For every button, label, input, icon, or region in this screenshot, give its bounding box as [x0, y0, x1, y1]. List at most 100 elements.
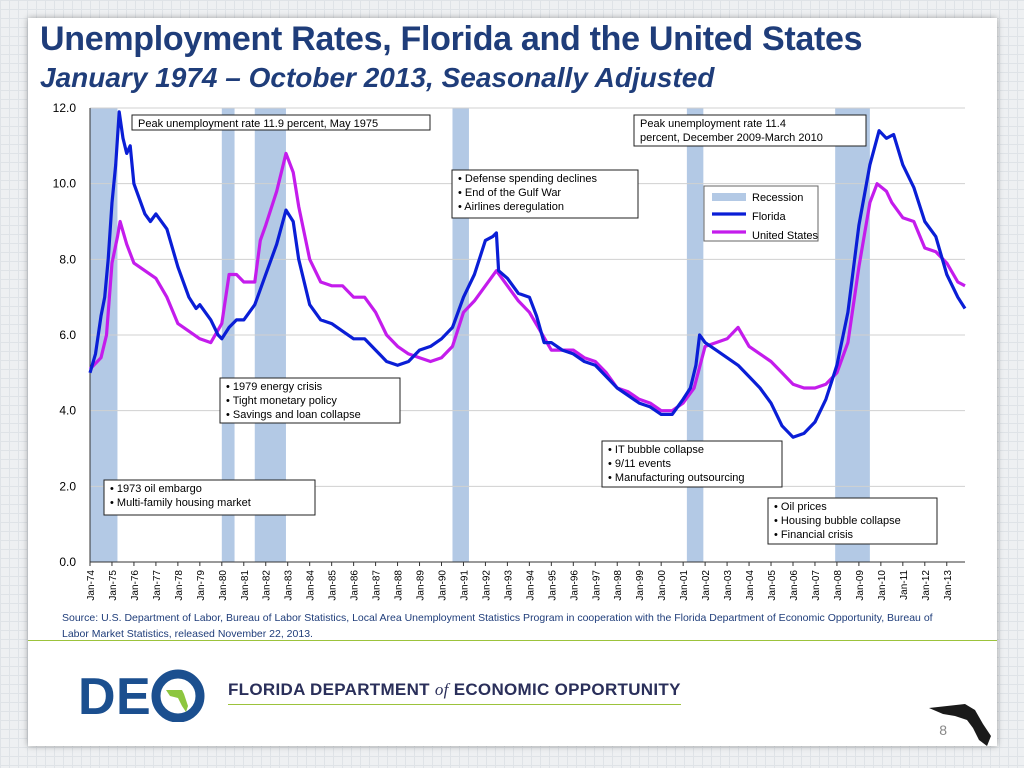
logo-letter-d: D	[78, 668, 116, 722]
annotation-box	[451, 169, 639, 219]
x-tick-label-20: Jan-94	[525, 570, 536, 601]
annotation-late-00s: • Oil prices • Housing bubble collapse • F…	[767, 497, 938, 545]
x-tick-label-26: Jan-00	[657, 570, 668, 601]
x-tick-label-4: Jan-78	[174, 570, 185, 601]
x-tick-label-11: Jan-85	[328, 570, 339, 601]
x-tick-label-36: Jan-10	[877, 570, 888, 601]
annotation-line: • Tight monetary policy	[226, 395, 337, 407]
y-tick-label-2: 4.0	[59, 404, 76, 418]
x-tick-label-22: Jan-96	[569, 570, 580, 601]
annotation-line: • Savings and loan collapse	[226, 409, 361, 421]
florida-corner-icon	[929, 704, 991, 746]
annotation-early-00s: • IT bubble collapse • 9/11 events • Manuf…	[601, 440, 783, 488]
x-tick-label-14: Jan-88	[394, 570, 405, 601]
x-tick-label-5: Jan-79	[196, 570, 207, 601]
logo-letter-e: E	[116, 668, 151, 722]
x-tick-label-27: Jan-01	[679, 570, 690, 601]
x-tick-label-35: Jan-09	[855, 570, 866, 601]
x-tick-label-10: Jan-84	[306, 570, 317, 601]
x-tick-label-16: Jan-90	[437, 570, 448, 601]
y-tick-label-3: 6.0	[59, 328, 76, 342]
logo-o-ring	[151, 669, 205, 722]
annotation-early-90s: • Defense spending declines • End of the …	[451, 169, 639, 219]
annotation-box	[103, 479, 316, 516]
annotation-line: Peak unemployment rate 11.9 percent, May…	[138, 118, 378, 130]
x-tick-label-0: Jan-74	[86, 570, 97, 601]
x-tick-label-2: Jan-76	[130, 570, 141, 601]
x-tick-label-15: Jan-89	[416, 570, 427, 601]
x-tick-label-37: Jan-11	[899, 570, 910, 600]
annotation-line: • Oil prices	[774, 501, 827, 513]
x-tick-label-13: Jan-87	[372, 570, 383, 601]
y-tick-label-4: 8.0	[59, 252, 76, 266]
source-note: Source: U.S. Department of Labor, Bureau…	[62, 612, 933, 640]
org-name-suffix: ECONOMIC OPPORTUNITY	[448, 680, 681, 699]
annotation-line: • End of the Gulf War	[458, 187, 561, 199]
y-tick-label-6: 12.0	[53, 101, 77, 115]
x-tick-label-12: Jan-86	[350, 570, 361, 601]
x-tick-label-9: Jan-83	[284, 570, 295, 601]
slide-title: Unemployment Rates, Florida and the Unit…	[40, 20, 863, 58]
annotation-box	[131, 114, 431, 131]
x-tick-label-38: Jan-12	[921, 570, 932, 601]
x-tick-label-23: Jan-97	[591, 570, 602, 601]
annotation-line: • Airlines deregulation	[458, 201, 564, 213]
annotation-line: • 1973 oil embargo	[110, 483, 202, 495]
x-tick-label-28: Jan-02	[701, 570, 712, 601]
x-tick-label-39: Jan-13	[943, 570, 954, 601]
x-tick-label-24: Jan-98	[613, 570, 624, 601]
page-number: 8	[939, 722, 947, 738]
annotation-line: • 1979 energy crisis	[226, 381, 323, 393]
x-tick-label-7: Jan-81	[240, 570, 251, 601]
org-name-of: of	[434, 680, 449, 699]
x-tick-label-8: Jan-82	[262, 570, 273, 601]
annotation-peak-2009: Peak unemployment rate 11.4 percent, Dece…	[633, 114, 867, 147]
unemployment-chart: 0.0 2.0 4.0 6.0 8.0 10.0 12.0 Jan-74 Jan-75 Jan-7…	[53, 101, 967, 601]
annotation-box	[633, 114, 867, 147]
annotation-line: • 9/11 events	[608, 458, 671, 470]
divider	[28, 640, 997, 641]
y-tick-label-0: 0.0	[59, 555, 76, 569]
x-tick-label-6: Jan-80	[218, 570, 229, 601]
annotation-line: • Financial crisis	[774, 529, 854, 541]
annotation-line: Peak unemployment rate 11.4	[640, 118, 786, 130]
x-tick-label-1: Jan-75	[108, 570, 119, 601]
x-tick-label-31: Jan-05	[767, 570, 778, 601]
org-name: FLORIDA DEPARTMENT of ECONOMIC OPPORTUNI…	[228, 680, 681, 705]
legend-label-united-states: United States	[752, 230, 819, 242]
x-tick-label-29: Jan-03	[723, 570, 734, 601]
x-tick-label-21: Jan-95	[547, 570, 558, 601]
x-tick-label-3: Jan-77	[152, 570, 163, 601]
x-tick-label-33: Jan-07	[811, 570, 822, 601]
legend: Recession Florida United States	[703, 185, 819, 242]
annotation-line: • IT bubble collapse	[608, 444, 704, 456]
annotation-peak-1975: Peak unemployment rate 11.9 percent, May…	[131, 114, 431, 131]
x-tick-label-19: Jan-93	[503, 570, 514, 601]
annotation-line: • Defense spending declines	[458, 173, 597, 185]
org-name-prefix: FLORIDA DEPARTMENT	[228, 680, 435, 699]
x-tick-label-17: Jan-91	[459, 570, 470, 601]
legend-swatch-recession	[712, 193, 746, 201]
x-tick-label-34: Jan-08	[833, 570, 844, 601]
slide-subtitle: January 1974 – October 2013, Seasonally …	[40, 62, 715, 93]
annotation-line: • Multi-family housing market	[110, 497, 251, 509]
legend-label-recession: Recession	[752, 192, 803, 204]
annotation-line: • Manufacturing outsourcing	[608, 472, 745, 484]
annotation-mid-70s: • 1973 oil embargo • Multi-family housing…	[103, 479, 316, 516]
annotation-box	[767, 497, 938, 545]
florida-line	[88, 110, 967, 439]
y-tick-label-5: 10.0	[53, 177, 77, 191]
annotation-box	[219, 377, 401, 424]
florida-shape-icon	[166, 690, 188, 712]
x-tick-label-30: Jan-04	[745, 570, 756, 601]
annotation-line: percent, December 2009-March 2010	[640, 132, 823, 144]
slide: Unemployment Rates, Florida and the Unit…	[28, 18, 997, 746]
legend-label-florida: Florida	[752, 211, 787, 223]
y-tick-label-1: 2.0	[59, 479, 76, 493]
x-tick-label-25: Jan-99	[635, 570, 646, 601]
annotation-early-80s: • 1979 energy crisis • Tight monetary pol…	[219, 377, 401, 424]
x-tick-label-18: Jan-92	[481, 570, 492, 601]
annotation-line: • Housing bubble collapse	[774, 515, 901, 527]
annotation-box	[601, 440, 783, 488]
x-tick-label-32: Jan-06	[789, 570, 800, 601]
